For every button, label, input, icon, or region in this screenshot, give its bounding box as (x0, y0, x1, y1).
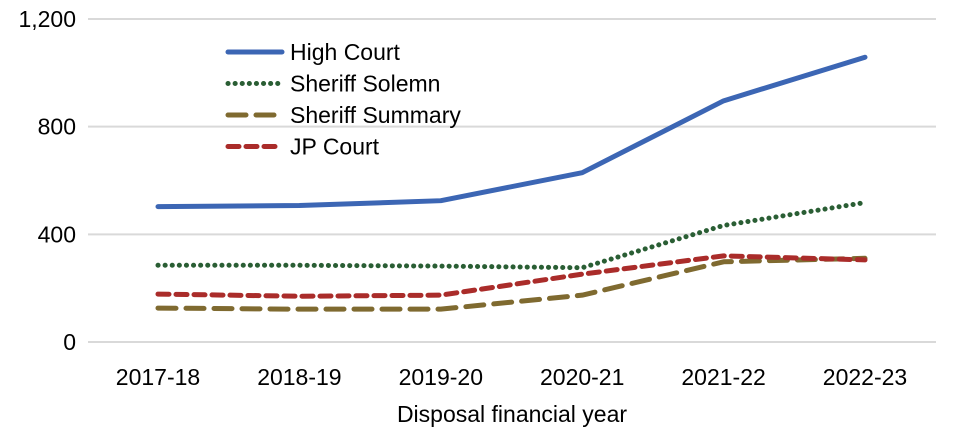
series-line-jp-court (155, 253, 868, 299)
y-tick-label: 1,200 (18, 6, 76, 32)
series-line-sheriff-solemn (155, 200, 868, 271)
legend-label: Sheriff Solemn (290, 71, 440, 97)
series-line-sheriff-summary (155, 255, 868, 312)
x-axis-label: Disposal financial year (397, 401, 627, 427)
x-tick-label: 2022-23 (823, 364, 907, 390)
legend-label: JP Court (290, 134, 380, 160)
legend-label: High Court (290, 39, 401, 65)
x-tick-label: 2017-18 (116, 364, 200, 390)
series-line-high-court (155, 54, 868, 210)
y-tick-label: 800 (38, 114, 76, 140)
legend-label: Sheriff Summary (290, 102, 461, 128)
y-tick-label: 400 (38, 221, 76, 247)
x-tick-label: 2021-22 (681, 364, 765, 390)
x-tick-label: 2018-19 (257, 364, 341, 390)
x-tick-label: 2020-21 (540, 364, 624, 390)
y-tick-label: 0 (63, 329, 76, 355)
x-tick-label: 2019-20 (399, 364, 483, 390)
